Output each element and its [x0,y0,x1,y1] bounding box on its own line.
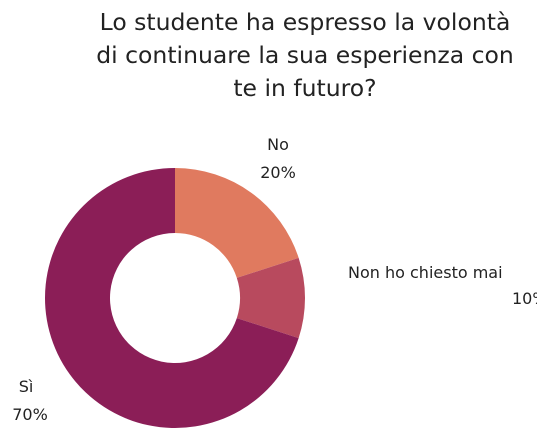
slice-value-si: 70% [12,405,48,424]
slice-label-non-ho-chiesto: Non ho chiesto mai [348,263,503,282]
chart-title-line-2: di continuare la sua esperienza con [96,41,514,69]
donut-slice-non-ho-chiesto-mai [236,257,306,339]
slice-value-no: 20% [260,163,296,182]
slice-label-no: No [267,135,289,154]
chart-title: Lo studente ha espresso la volontà di co… [40,6,537,105]
chart-title-line-1: Lo studente ha espresso la volontà [99,8,511,36]
chart-title-line-3: te in futuro? [233,74,377,102]
donut-slice-no [175,168,299,278]
slice-value-non-ho-chiesto: 10% [512,289,537,308]
donut-slice-s [45,168,299,428]
slice-label-si: Sì [19,377,34,396]
donut-slices [45,168,306,428]
